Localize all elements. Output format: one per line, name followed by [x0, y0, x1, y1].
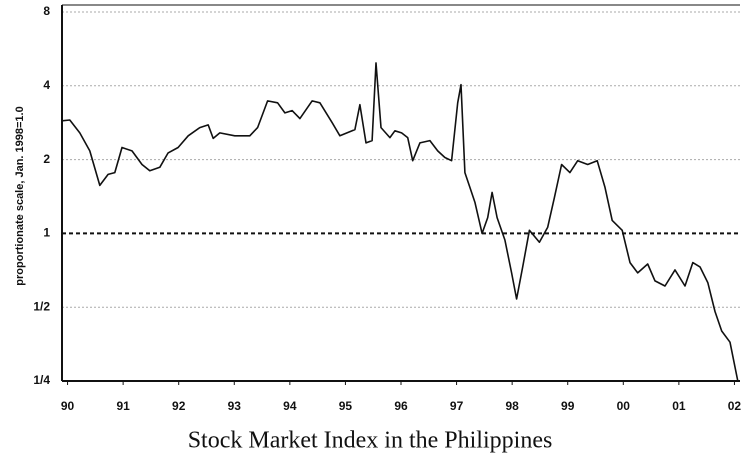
y-axis-label: proportionate scale, Jan. 1998=1.0: [14, 106, 26, 285]
x-tick-label: 93: [228, 399, 242, 413]
x-tick-label: 97: [450, 399, 464, 413]
x-tick-label: 96: [394, 399, 408, 413]
chart-title: Stock Market Index in the Philippines: [188, 428, 553, 454]
x-tick-label: 01: [672, 399, 686, 413]
y-tick-label: 2: [43, 152, 50, 166]
x-tick-label: 94: [283, 399, 297, 413]
x-tick-label: 92: [172, 399, 186, 413]
x-tick-label: 95: [339, 399, 353, 413]
x-tick-label: 02: [728, 399, 742, 413]
x-tick-label: 90: [61, 399, 75, 413]
y-tick-label: 4: [43, 78, 50, 92]
x-tick-label: 91: [116, 399, 130, 413]
y-tick-label: 1: [43, 226, 50, 240]
x-tick-label: 99: [561, 399, 575, 413]
y-tick-label: 1/2: [33, 299, 50, 313]
x-tick-label: 98: [505, 399, 519, 413]
x-tick-label: 00: [617, 399, 631, 413]
y-tick-label: 1/4: [33, 373, 50, 387]
data-line: [61, 62, 739, 382]
y-tick-label: 8: [43, 4, 50, 18]
